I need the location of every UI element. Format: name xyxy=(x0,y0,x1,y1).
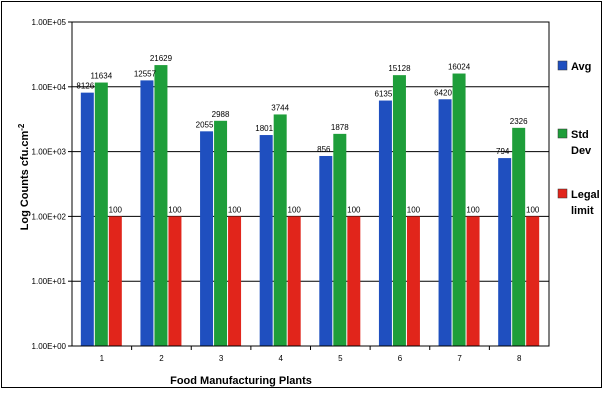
x-tick-label: 6 xyxy=(398,354,403,363)
data-label: 2055 xyxy=(196,120,214,129)
chart-frame: 1.00E+00 1.00E+01 1.00E+02 1.00E+03 1.00E+04… xyxy=(1,1,602,388)
data-label: 3744 xyxy=(271,103,289,112)
data-label: 100 xyxy=(228,205,242,214)
data-label: 21629 xyxy=(150,54,173,63)
bar-legal-limit xyxy=(526,216,540,346)
data-label: 2326 xyxy=(510,117,528,126)
data-label: 1801 xyxy=(255,124,273,133)
legend-label: limit xyxy=(571,205,594,217)
y-tick-label: 1.00E+02 xyxy=(32,212,67,221)
legend-swatch xyxy=(557,128,568,139)
x-axis-title: Food Manufacturing Plants xyxy=(170,375,312,387)
data-label: 11634 xyxy=(90,72,112,81)
bar-std-dev xyxy=(94,82,108,346)
bar-legal-limit xyxy=(347,216,361,346)
bar-legal-limit xyxy=(406,216,420,346)
bars xyxy=(80,65,540,347)
x-tick-label: 4 xyxy=(278,354,283,363)
x-tick-label: 1 xyxy=(100,354,105,363)
x-tick-label: 8 xyxy=(517,354,522,363)
y-tick-label: 1.00E+05 xyxy=(32,18,67,27)
y-tick-label: 1.00E+04 xyxy=(32,83,67,92)
y-axis-ticks: 1.00E+00 1.00E+01 1.00E+02 1.00E+03 1.00E+04… xyxy=(32,18,72,351)
y-tick-label: 1.00E+00 xyxy=(32,342,67,351)
y-axis-title: Log Counts cfu.cm-2 xyxy=(17,123,31,230)
x-tick-label: 5 xyxy=(338,354,343,363)
bar-avg xyxy=(259,135,273,346)
bar-legal-limit xyxy=(228,216,242,346)
data-label: 856 xyxy=(317,145,331,154)
data-label: 6135 xyxy=(375,90,393,99)
data-label: 15128 xyxy=(388,64,411,73)
x-tick-label: 7 xyxy=(457,354,462,363)
x-tick-label: 2 xyxy=(159,354,164,363)
x-axis-ticks: 1 2 3 4 5 6 7 8 xyxy=(100,346,522,363)
bar-std-dev xyxy=(333,133,347,346)
bar-std-dev xyxy=(154,65,168,347)
bar-std-dev xyxy=(512,127,526,346)
legend-label: Std xyxy=(571,129,589,141)
legend-swatch xyxy=(557,60,568,71)
data-label: 1878 xyxy=(331,123,349,132)
legend-swatch xyxy=(557,188,568,199)
data-label: 100 xyxy=(526,205,540,214)
bar-avg xyxy=(438,99,452,346)
bar-legal-limit xyxy=(466,216,480,346)
bar-std-dev xyxy=(273,114,287,346)
x-tick-label: 3 xyxy=(219,354,224,363)
bar-legal-limit xyxy=(287,216,301,346)
legend: Avg Std Dev Legal limit xyxy=(557,60,600,217)
bar-avg xyxy=(140,80,154,346)
data-label: 8126 xyxy=(76,82,94,91)
bar-legal-limit xyxy=(108,216,122,346)
legend-label: Avg xyxy=(571,61,591,73)
legend-label: Legal xyxy=(571,189,600,201)
data-label: 100 xyxy=(347,205,361,214)
bar-avg xyxy=(80,92,94,346)
data-label: 12557 xyxy=(134,69,157,78)
y-tick-label: 1.00E+01 xyxy=(32,277,67,286)
data-label: 100 xyxy=(288,205,302,214)
data-label: 100 xyxy=(407,205,421,214)
bar-std-dev xyxy=(392,75,406,347)
bar-chart: 1.00E+00 1.00E+01 1.00E+02 1.00E+03 1.00E+04… xyxy=(17,18,600,387)
y-tick-label: 1.00E+03 xyxy=(32,148,67,157)
data-label: 100 xyxy=(168,205,182,214)
data-label: 16024 xyxy=(448,63,471,72)
data-label: 100 xyxy=(466,205,480,214)
bar-avg xyxy=(378,100,392,346)
bar-avg xyxy=(498,158,512,346)
data-label: 794 xyxy=(496,147,510,156)
data-label: 6420 xyxy=(434,88,452,97)
data-label: 2988 xyxy=(212,110,230,119)
bar-avg xyxy=(200,131,214,346)
bar-std-dev xyxy=(214,120,228,346)
legend-label: Dev xyxy=(571,145,592,157)
bar-legal-limit xyxy=(168,216,182,346)
bar-avg xyxy=(319,155,333,346)
plot-area-border xyxy=(71,21,550,347)
data-label: 100 xyxy=(109,205,123,214)
bar-std-dev xyxy=(452,73,466,346)
